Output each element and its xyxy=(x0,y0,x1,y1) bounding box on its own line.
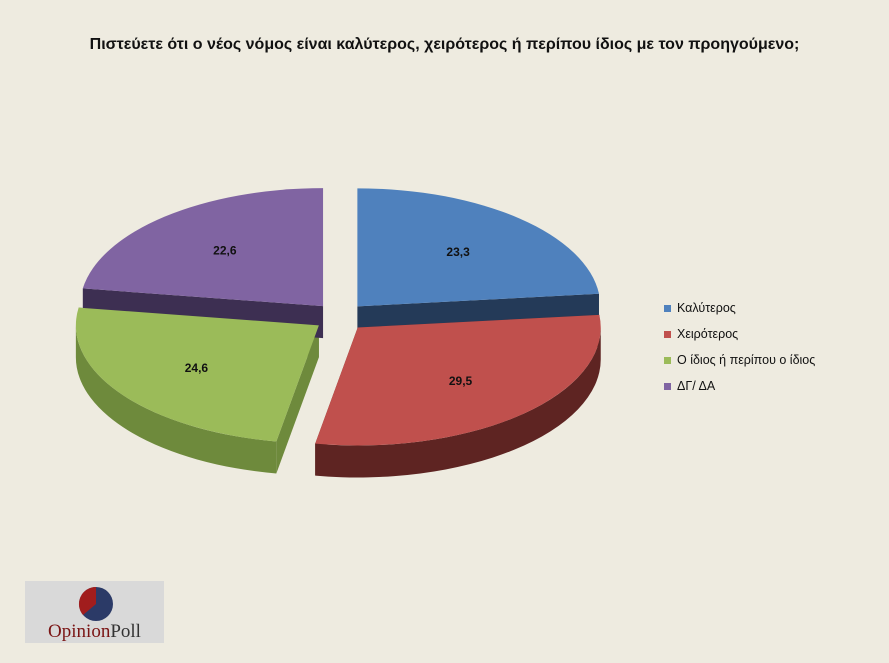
legend-label: Ο ίδιος ή περίπου ο ίδιος xyxy=(677,353,816,367)
data-label-3: 22,6 xyxy=(213,244,237,258)
data-label-2: 24,6 xyxy=(185,361,209,375)
legend-item: ΔΓ/ ΔΑ xyxy=(664,373,815,399)
legend-swatch xyxy=(664,382,671,390)
legend-label: Καλύτερος xyxy=(677,301,736,315)
pie-slice-0 xyxy=(357,188,599,307)
legend-swatch xyxy=(664,356,671,364)
opinionpoll-logo: OpinionPoll xyxy=(25,581,164,643)
pie-slice-2 xyxy=(75,307,319,442)
legend: Καλύτερος Χειρότερος Ο ίδιος ή περίπου ο ί… xyxy=(664,295,815,399)
legend-swatch xyxy=(664,330,671,338)
legend-item: Καλύτερος xyxy=(664,295,815,321)
chart-title: Πιστεύετε ότι ο νέος νόμος είναι καλύτερ… xyxy=(89,36,800,53)
legend-swatch xyxy=(664,304,671,312)
slice-side-2 xyxy=(75,325,277,474)
pie-slice-3 xyxy=(82,188,324,307)
legend-label: Χειρότερος xyxy=(677,327,739,341)
legend-label: ΔΓ/ ΔΑ xyxy=(677,379,716,393)
slice-side-1 xyxy=(315,327,601,478)
legend-item: Χειρότερος xyxy=(664,321,815,347)
pie-slice-1 xyxy=(315,314,601,446)
slice-edge-2 xyxy=(276,325,319,474)
legend-item: Ο ίδιος ή περίπου ο ίδιος xyxy=(664,347,815,373)
data-label-0: 23,3 xyxy=(446,245,470,259)
data-label-1: 29,5 xyxy=(449,374,473,388)
logo-pie-icon xyxy=(78,586,113,621)
